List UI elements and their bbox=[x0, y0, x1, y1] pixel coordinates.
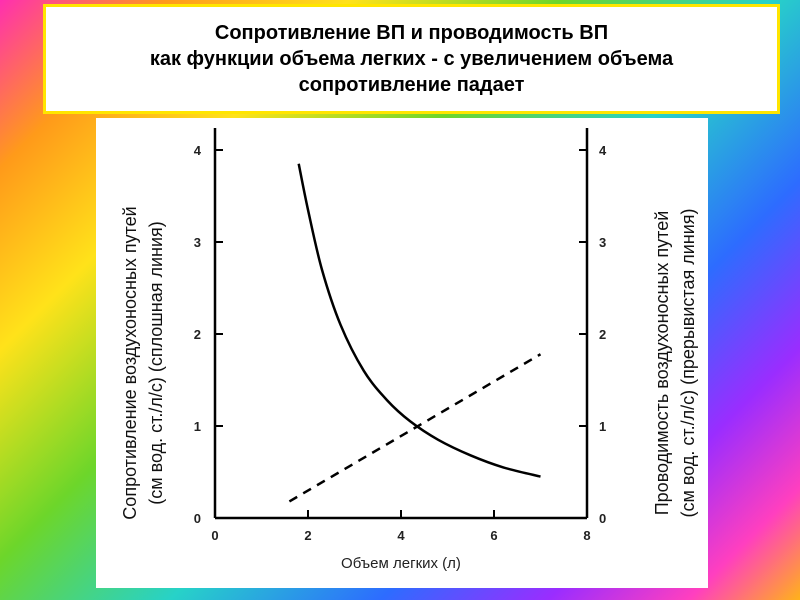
x-tick-label: 6 bbox=[490, 528, 497, 543]
series-group bbox=[288, 163, 542, 503]
y-right-label-line-1: Проводимость воздухоносных путей bbox=[652, 211, 672, 516]
title-line-2: как функции объема легких - с увеличение… bbox=[149, 48, 674, 70]
y-right-tick-label: 2 bbox=[599, 327, 606, 342]
y-left-tick-label: 1 bbox=[194, 419, 201, 434]
x-tick-label: 8 bbox=[583, 528, 590, 543]
ticks-group bbox=[215, 149, 587, 518]
y-right-label-line-2: (см вод. ст./л/с) (прерывистая линия) bbox=[678, 208, 698, 517]
title-line-1: Сопротивление ВП и проводимость ВП bbox=[214, 22, 609, 44]
y-left-label-line-1: Сопротивление воздухоносных путей bbox=[120, 206, 140, 519]
x-tick-label: 4 bbox=[397, 528, 405, 543]
y-right-tick-label: 0 bbox=[599, 511, 606, 526]
y-right-tick-label: 4 bbox=[599, 143, 607, 158]
y-right-label: Проводимость воздухоносных путей (см вод… bbox=[652, 208, 698, 517]
y-right-tick-label: 1 bbox=[599, 419, 606, 434]
conductance-dashed-line bbox=[288, 353, 542, 503]
y-left-label: Сопротивление воздухоносных путей (см во… bbox=[120, 206, 166, 519]
y-left-tick-label: 2 bbox=[194, 327, 201, 342]
x-tick-label: 2 bbox=[304, 528, 311, 543]
y-left-tick-label: 0 bbox=[194, 511, 201, 526]
title-line-3: сопротивление падает bbox=[298, 74, 525, 96]
y-left-tick-label: 3 bbox=[194, 235, 201, 250]
x-axis-label: Объем легких (л) bbox=[341, 555, 461, 572]
resistance-solid-line bbox=[297, 163, 541, 478]
title-box: Сопротивление ВП и проводимость ВП как ф… bbox=[43, 4, 780, 114]
y-left-label-line-2: (см вод. ст./л/с) (сплошная линия) bbox=[146, 221, 166, 505]
x-tick-label: 0 bbox=[211, 528, 218, 543]
y-left-tick-label: 4 bbox=[194, 143, 202, 158]
y-right-tick-label: 3 bbox=[599, 235, 606, 250]
